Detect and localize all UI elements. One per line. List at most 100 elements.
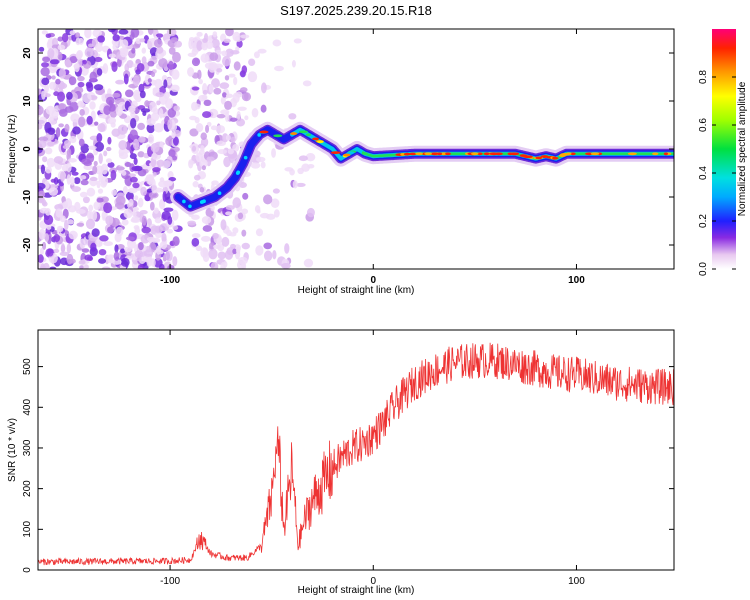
noise-blob: [229, 50, 240, 55]
noise-blob: [38, 140, 47, 149]
noise-blob: [112, 92, 121, 98]
noise-blob: [49, 59, 60, 65]
noise-blob: [217, 251, 226, 260]
noise-blob: [210, 261, 219, 269]
noise-blob: [216, 140, 227, 147]
noise-blob: [201, 216, 212, 224]
noise-blob: [71, 171, 79, 176]
noise-blob: [86, 82, 94, 92]
noise-blob: [140, 186, 147, 196]
x-tick-label: -100: [160, 576, 180, 587]
noise-blob: [122, 185, 128, 195]
noise-blob: [53, 177, 59, 185]
noise-blob: [192, 90, 198, 96]
ridge-hotspot: [570, 152, 576, 156]
ridge-hotspot: [182, 199, 186, 204]
noise-blob: [130, 117, 137, 129]
noise-blob: [54, 203, 64, 211]
noise-blob: [225, 134, 231, 141]
noise-blob: [142, 110, 147, 116]
ridge-hotspot: [217, 191, 222, 196]
noise-blob: [40, 66, 50, 77]
noise-blob: [80, 179, 89, 186]
ridge-hotspot: [259, 130, 269, 134]
noise-blob: [232, 227, 239, 234]
noise-blob: [255, 228, 264, 237]
noise-blob: [97, 123, 106, 133]
noise-blob: [49, 68, 56, 74]
x-tick-label: 0: [370, 576, 376, 587]
noise-blob: [48, 187, 59, 196]
noise-blob: [237, 212, 244, 220]
colorbar-tick-label: 0.0: [698, 262, 709, 276]
ridge-hotspot: [298, 130, 308, 134]
noise-blob: [259, 212, 270, 219]
noise-blob: [75, 51, 82, 60]
ridge-hotspot: [236, 170, 241, 175]
noise-blob: [150, 258, 156, 267]
noise-blob: [137, 122, 146, 131]
ridge-hotspot: [590, 152, 600, 156]
colorbar-tick-label: 0.6: [698, 118, 709, 132]
noise-blob: [158, 58, 168, 68]
noise-blob: [215, 125, 226, 134]
snr-series-line: [38, 342, 674, 566]
noise-blob: [273, 209, 280, 218]
noise-blob: [263, 250, 273, 262]
noise-blob: [76, 222, 85, 227]
noise-blob: [167, 119, 173, 130]
noise-blob: [216, 67, 223, 73]
noise-blob: [189, 128, 199, 137]
noise-blob: [89, 71, 98, 82]
snr-panel: -100 0 100 0 100 200 300 400 500 Height of stra…: [7, 329, 675, 596]
noise-blob: [167, 108, 177, 118]
noise-blob: [98, 258, 107, 264]
noise-blob: [68, 230, 78, 240]
noise-blob: [41, 30, 48, 35]
noise-blob: [49, 81, 56, 90]
colorbar-gradient: [712, 29, 736, 269]
noise-blob: [123, 208, 133, 219]
noise-blob: [167, 264, 175, 269]
noise-blob: [75, 32, 81, 39]
noise-blob: [46, 225, 52, 230]
ridge-hotspot: [409, 152, 417, 156]
noise-blob: [209, 52, 219, 61]
noise-blob: [236, 118, 246, 127]
noise-blob: [79, 238, 86, 249]
noise-blob: [106, 254, 115, 259]
noise-blob: [103, 241, 113, 247]
noise-blob: [107, 136, 112, 145]
noise-blob: [41, 90, 46, 100]
noise-blob: [225, 93, 234, 98]
noise-blob: [86, 210, 92, 220]
noise-blob: [241, 65, 248, 74]
noise-blob: [149, 101, 157, 113]
noise-blob: [66, 91, 73, 100]
noise-blob: [187, 220, 196, 226]
noise-blob: [224, 250, 234, 260]
y-tick-label: -20: [22, 237, 33, 252]
noise-blob: [170, 84, 180, 93]
noise-blob: [103, 105, 111, 116]
noise-blob: [84, 29, 92, 39]
noise-blob: [155, 33, 164, 38]
spectrogram-y-ticks: -20 -10 0 10 20: [22, 47, 674, 252]
noise-blob: [151, 184, 158, 194]
noise-blob: [225, 211, 233, 216]
noise-blob: [86, 115, 93, 125]
noise-blob: [69, 56, 78, 64]
noise-blob: [166, 29, 177, 37]
noise-blob: [77, 100, 85, 108]
colorbar-ticks: 0.0 0.2 0.4 0.6 0.8: [698, 70, 736, 276]
noise-blob: [171, 209, 179, 221]
noise-blob: [167, 215, 173, 225]
noise-blob: [200, 145, 205, 152]
noise-blob: [66, 148, 72, 157]
noise-blob: [38, 182, 46, 190]
noise-blob: [71, 186, 82, 192]
noise-blob: [98, 240, 103, 247]
x-tick-label: 100: [568, 275, 585, 286]
noise-blob: [213, 244, 221, 249]
noise-blob: [191, 101, 198, 111]
